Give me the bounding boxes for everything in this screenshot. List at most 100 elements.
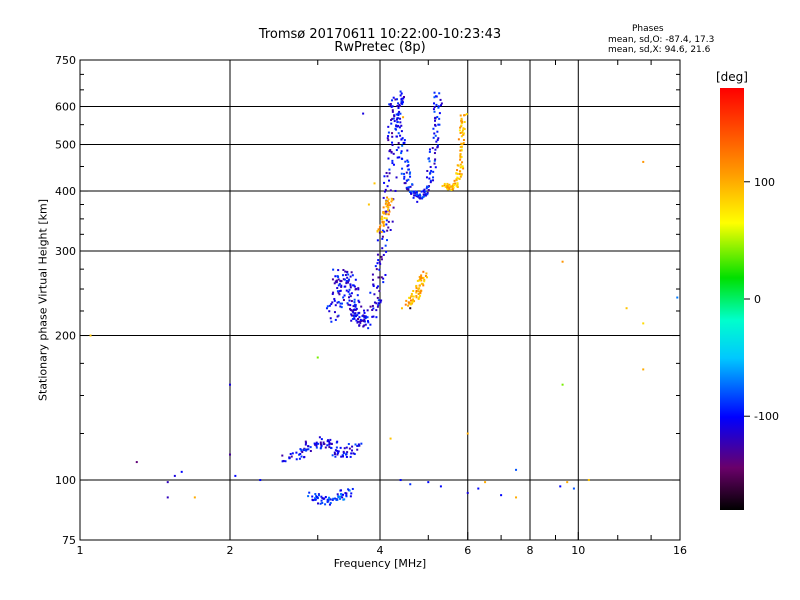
data-point bbox=[392, 117, 395, 120]
data-point bbox=[392, 152, 395, 155]
data-point bbox=[391, 220, 394, 223]
data-point bbox=[420, 282, 423, 285]
data-point bbox=[399, 90, 402, 93]
data-point bbox=[371, 278, 374, 281]
data-point bbox=[459, 166, 462, 169]
data-point bbox=[408, 296, 411, 299]
data-point bbox=[432, 170, 435, 173]
data-point bbox=[400, 150, 403, 153]
data-point bbox=[383, 181, 386, 184]
data-point bbox=[308, 491, 311, 494]
data-point bbox=[379, 263, 382, 266]
data-point bbox=[331, 454, 334, 457]
data-point bbox=[340, 285, 343, 288]
data-point bbox=[329, 317, 332, 320]
data-point bbox=[353, 285, 356, 288]
data-point bbox=[346, 276, 349, 279]
data-point bbox=[462, 142, 465, 145]
data-point bbox=[336, 453, 339, 456]
data-point bbox=[427, 481, 430, 484]
data-point bbox=[377, 228, 380, 231]
data-point bbox=[390, 200, 393, 203]
data-point bbox=[418, 296, 421, 299]
data-point bbox=[383, 175, 386, 178]
data-point bbox=[405, 179, 408, 182]
data-point bbox=[351, 317, 354, 320]
data-point bbox=[459, 149, 462, 152]
data-point bbox=[456, 172, 459, 175]
data-point bbox=[353, 303, 356, 306]
data-point bbox=[410, 292, 413, 295]
data-point bbox=[349, 286, 352, 289]
data-point bbox=[345, 446, 348, 449]
data-point bbox=[414, 191, 417, 194]
data-point bbox=[423, 278, 426, 281]
data-point bbox=[406, 149, 409, 152]
data-point bbox=[390, 119, 393, 122]
data-point bbox=[382, 277, 385, 280]
data-point bbox=[396, 125, 399, 128]
data-point bbox=[461, 131, 464, 134]
data-point bbox=[403, 182, 406, 185]
data-point bbox=[385, 202, 388, 205]
data-point bbox=[432, 176, 435, 179]
data-point bbox=[348, 447, 351, 450]
data-point bbox=[342, 268, 345, 271]
data-point bbox=[397, 102, 400, 105]
data-point bbox=[397, 112, 400, 115]
data-point bbox=[380, 299, 383, 302]
data-point bbox=[317, 442, 320, 445]
data-point bbox=[415, 287, 418, 290]
data-point bbox=[336, 452, 339, 455]
data-point bbox=[341, 302, 344, 305]
data-point bbox=[320, 495, 323, 498]
data-point bbox=[328, 443, 331, 446]
data-point bbox=[434, 95, 437, 98]
data-point bbox=[281, 454, 284, 457]
data-point bbox=[436, 115, 439, 118]
data-point bbox=[462, 138, 465, 141]
data-point bbox=[372, 307, 375, 310]
data-point bbox=[398, 110, 401, 113]
data-point bbox=[439, 104, 442, 107]
data-point bbox=[395, 135, 398, 138]
data-point bbox=[336, 301, 339, 304]
data-point bbox=[572, 487, 575, 490]
data-point bbox=[391, 198, 394, 201]
data-point bbox=[432, 179, 435, 182]
data-point bbox=[448, 187, 451, 190]
data-point bbox=[89, 334, 92, 337]
data-point bbox=[460, 145, 463, 148]
data-point bbox=[351, 449, 354, 452]
data-point bbox=[407, 164, 410, 167]
data-point bbox=[459, 126, 462, 129]
data-point bbox=[333, 453, 336, 456]
colorbar-tick-label: -100 bbox=[754, 410, 779, 423]
data-point bbox=[413, 300, 416, 303]
axis-ticks: 1 2 4 6 8 10 16 75 100 200 300 400 500 600 750 bbox=[55, 54, 687, 557]
data-point bbox=[326, 444, 329, 447]
data-point bbox=[376, 262, 379, 265]
data-point bbox=[382, 222, 385, 225]
data-point bbox=[459, 175, 462, 178]
data-point bbox=[352, 305, 355, 308]
data-point bbox=[382, 253, 385, 256]
data-point bbox=[361, 319, 364, 322]
data-point bbox=[383, 216, 386, 219]
data-point bbox=[421, 196, 424, 199]
data-point bbox=[460, 142, 463, 145]
data-point bbox=[449, 185, 452, 188]
data-point bbox=[452, 186, 455, 189]
data-point bbox=[193, 496, 196, 499]
data-point bbox=[389, 228, 392, 231]
data-point bbox=[390, 197, 393, 200]
data-point bbox=[355, 315, 358, 318]
data-point bbox=[434, 123, 437, 126]
data-point bbox=[381, 229, 384, 232]
data-point bbox=[339, 305, 342, 308]
data-point bbox=[401, 103, 404, 106]
data-point bbox=[332, 497, 335, 500]
data-point bbox=[319, 447, 322, 450]
data-point bbox=[351, 445, 354, 448]
data-point bbox=[424, 194, 427, 197]
